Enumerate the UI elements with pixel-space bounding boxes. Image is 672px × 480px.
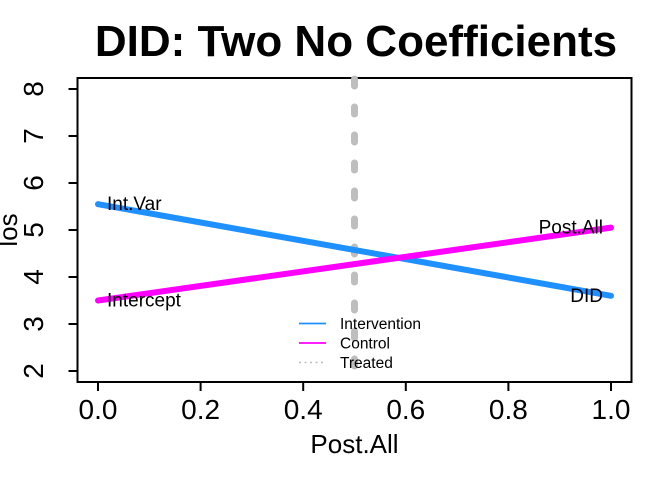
y-tick-label: 4 (18, 269, 49, 285)
y-tick-label: 7 (18, 128, 49, 144)
annotation-int-var: Int.Var (107, 194, 162, 215)
annotation-post-all: Post.All (539, 218, 603, 239)
series-line-control (95, 224, 614, 304)
y-tick-label: 8 (18, 81, 49, 97)
legend-label-control: Control (340, 336, 390, 353)
x-tick-label: 0.4 (284, 394, 323, 425)
y-tick-label: 6 (18, 175, 49, 191)
x-axis-label: Post.All (310, 429, 398, 459)
x-tick-label: 0.6 (386, 394, 425, 425)
series-line-intervention (95, 201, 614, 299)
legend-label-intervention: Intervention (340, 316, 421, 333)
annotation-did: DID (570, 286, 603, 307)
x-tick-label: 1.0 (592, 394, 631, 425)
chart-title: DID: Two No Coefficients (95, 17, 617, 66)
x-tick-label: 0.2 (181, 394, 220, 425)
x-tick-label: 0.0 (79, 394, 118, 425)
y-axis-label: los (0, 213, 23, 246)
y-tick-label: 2 (18, 363, 49, 379)
x-tick-label: 0.8 (489, 394, 528, 425)
legend-label-treated: Treated (340, 355, 393, 372)
annotation-intercept: Intercept (107, 291, 182, 312)
y-tick-label: 5 (18, 222, 49, 238)
y-tick-label: 3 (18, 316, 49, 332)
